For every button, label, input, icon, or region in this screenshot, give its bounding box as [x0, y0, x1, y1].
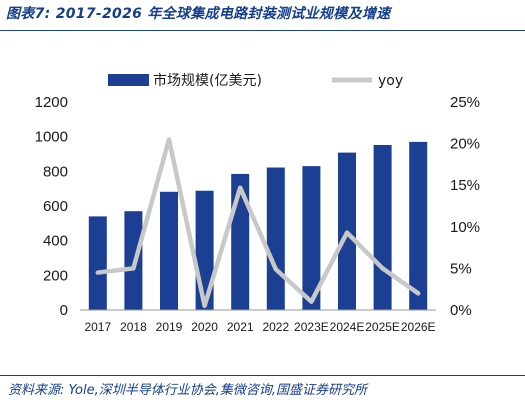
bar-2023E	[302, 166, 321, 310]
x-tick-label: 2022	[262, 320, 289, 334]
plot-area: 0 200 400 600 800 1000 1200 0% 5% 10% 15% 20% 25% 201…	[35, 94, 480, 334]
x-tick-label: 2018	[120, 320, 147, 334]
x-tick-label: 2017	[84, 320, 111, 334]
title-divider	[0, 30, 525, 31]
x-tick-label: 2026E	[401, 320, 436, 334]
bar-2022	[266, 167, 285, 310]
y-left-tick-label: 1200	[35, 94, 68, 111]
bar-2025E	[373, 144, 392, 310]
y-left-tick-label: 400	[43, 233, 68, 250]
y-left-tick-label: 800	[43, 163, 68, 180]
legend-swatch-market-size	[108, 74, 149, 86]
y-right-tick-label: 15%	[450, 177, 480, 194]
x-tick-label: 2023E	[294, 320, 329, 334]
legend: 市场规模(亿美元) yoy	[108, 72, 403, 89]
bar-2019	[160, 191, 178, 310]
bar-2026E	[409, 141, 428, 310]
x-tick-label: 2020	[191, 320, 218, 334]
y-right-tick-label: 20%	[450, 136, 480, 153]
figure-source: 资料来源: Yole,深圳半导体行业协会,集微咨询,国盛证券研究所	[8, 383, 367, 398]
y-left-tick-label: 200	[43, 267, 68, 284]
x-tick-label: 2021	[227, 320, 254, 334]
y-left-tick-label: 1000	[35, 129, 68, 146]
yoy-line	[95, 137, 421, 309]
x-tick-label: 2024E	[330, 320, 365, 334]
source-divider	[0, 375, 525, 376]
x-tick-label: 2019	[156, 320, 183, 334]
y-right-tick-label: 5%	[450, 260, 472, 277]
x-tick-label: 2025E	[365, 320, 400, 334]
y-left-tick-label: 600	[43, 198, 68, 215]
y-left-tick-label: 0	[60, 302, 68, 319]
legend-label-yoy: yoy	[378, 73, 403, 89]
y-right-tick-label: 0%	[450, 302, 472, 319]
legend-label-market-size: 市场规模(亿美元)	[153, 72, 262, 89]
figure-title: 图表7: 2017-2026 年全球集成电路封装测试业规模及增速	[6, 6, 391, 22]
y-right-tick-label: 10%	[450, 219, 480, 236]
y-right-tick-label: 25%	[450, 94, 480, 111]
bar-2017	[88, 216, 107, 310]
